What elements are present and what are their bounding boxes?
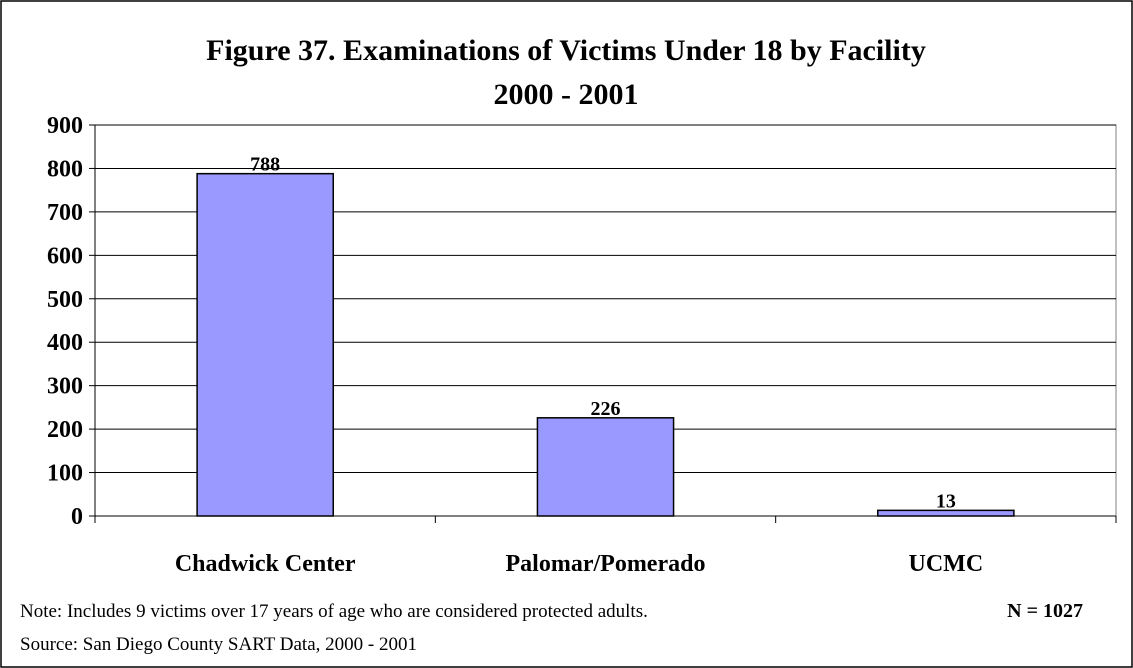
note: Source: San Diego County SART Data, 2000… xyxy=(20,634,417,655)
y-tick-label: 600 xyxy=(47,243,83,269)
y-tick-label: 100 xyxy=(47,461,83,487)
x-tick-label: Palomar/Pomerado xyxy=(506,551,706,577)
chart-title: 2000 - 2001 xyxy=(494,78,639,111)
y-tick-label: 800 xyxy=(47,156,83,182)
chart-title: Figure 37. Examinations of Victims Under… xyxy=(206,34,926,67)
bar xyxy=(196,172,334,517)
y-tick-label: 400 xyxy=(47,330,83,356)
y-tick-label: 0 xyxy=(71,504,83,530)
annotation: N = 1027 xyxy=(1007,600,1083,622)
y-tick-label: 300 xyxy=(47,374,83,400)
value-label: 788 xyxy=(250,154,280,176)
value-label: 13 xyxy=(936,490,956,512)
x-tick-label: Chadwick Center xyxy=(175,551,356,577)
y-tick-label: 500 xyxy=(47,287,83,313)
bar xyxy=(536,417,675,517)
value-label: 226 xyxy=(591,398,621,420)
y-tick-label: 700 xyxy=(47,200,83,226)
note: Note: Includes 9 victims over 17 years o… xyxy=(20,601,648,622)
y-tick-label: 900 xyxy=(47,113,83,139)
y-tick-label: 200 xyxy=(47,417,83,443)
x-tick-label: UCMC xyxy=(909,551,984,577)
bar xyxy=(877,509,1015,517)
